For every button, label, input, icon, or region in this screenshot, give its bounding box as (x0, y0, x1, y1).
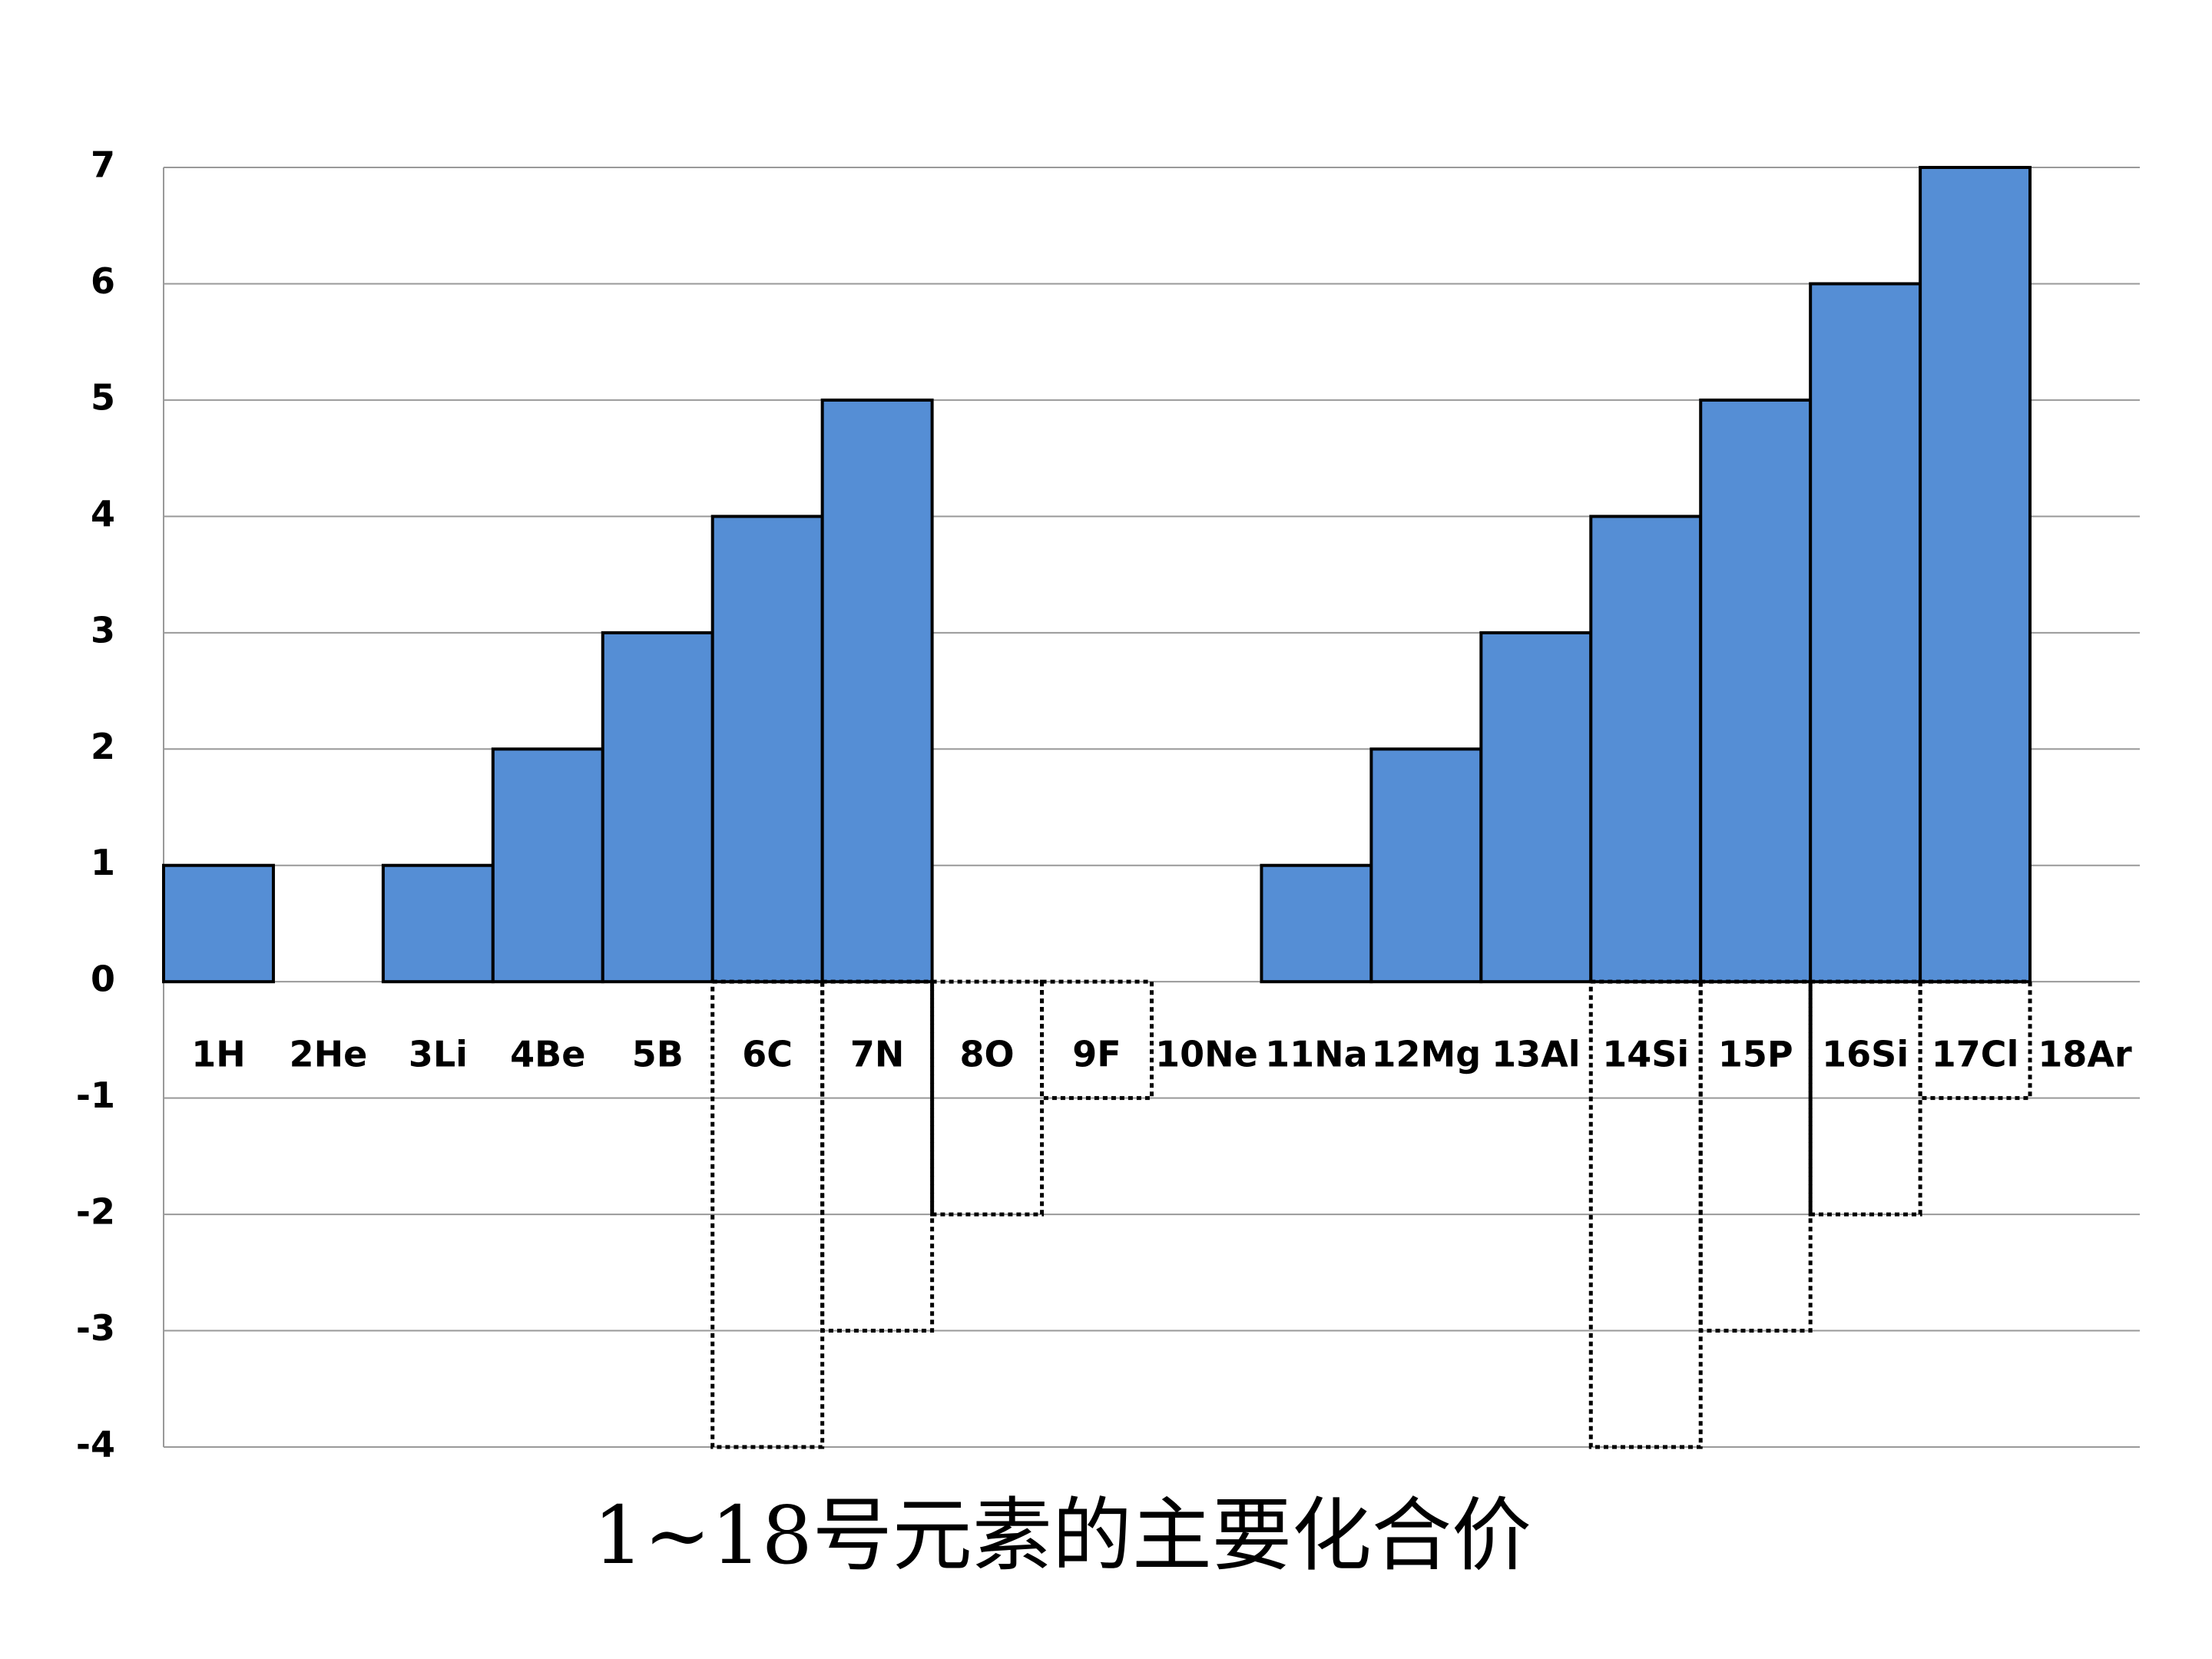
y-tick-label: -2 (76, 1191, 115, 1233)
x-tick-label: 17Cl (1932, 1034, 2019, 1075)
bar (820, 979, 935, 1333)
bar (1369, 747, 1483, 984)
x-tick-label: 15P (1718, 1034, 1793, 1075)
bar (1808, 979, 1922, 1217)
y-tick-label: 6 (91, 260, 115, 302)
y-tick-label: 7 (91, 144, 115, 186)
bar (491, 747, 604, 984)
bar (1698, 979, 1813, 1333)
x-tick-label: 1H (191, 1034, 246, 1075)
y-tick-label: 2 (91, 726, 115, 767)
x-tick-label: 10Ne (1155, 1034, 1258, 1075)
bar (930, 979, 1045, 1217)
bar (820, 398, 934, 984)
x-tick-label: 5B (632, 1034, 684, 1075)
x-tick-label: 4Be (510, 1034, 585, 1075)
bar (1260, 863, 1373, 984)
bar (1589, 515, 1703, 984)
x-tick-label: 14Si (1602, 1034, 1689, 1075)
x-tick-label: 16Si (1822, 1034, 1909, 1075)
y-tick-label: 3 (91, 609, 115, 651)
x-tick-label: 2He (290, 1034, 368, 1075)
bar (601, 631, 714, 984)
bar (1040, 979, 1154, 1101)
x-tick-label: 18Ar (2038, 1034, 2132, 1075)
y-tick-label: 0 (91, 959, 115, 1000)
x-tick-label: 9F (1072, 1034, 1121, 1075)
y-tick-label: 1 (91, 842, 115, 883)
chart-title: 1~18号元素的主要化合价 (593, 1488, 1532, 1582)
x-tick-label: 11Na (1265, 1034, 1368, 1075)
bar (1918, 979, 2032, 1101)
y-tick-label: -4 (76, 1424, 115, 1465)
y-tick-label: -1 (76, 1075, 115, 1116)
x-tick-label: 13Al (1492, 1034, 1580, 1075)
x-tick-label: 6C (742, 1034, 793, 1075)
x-tick-label: 7N (850, 1034, 905, 1075)
bar (381, 863, 495, 984)
bar (1919, 166, 2032, 984)
y-tick-label: 4 (91, 493, 115, 535)
x-tick-label: 3Li (409, 1034, 468, 1075)
bar (1479, 631, 1593, 984)
y-tick-label: 5 (91, 376, 115, 418)
x-tick-label: 8O (960, 1034, 1015, 1075)
bar (1699, 398, 1813, 984)
bar (1809, 282, 1922, 984)
x-tick-label: 12Mg (1372, 1034, 1482, 1075)
y-tick-label: -3 (76, 1307, 115, 1349)
bar (162, 863, 275, 984)
bar (710, 515, 824, 984)
